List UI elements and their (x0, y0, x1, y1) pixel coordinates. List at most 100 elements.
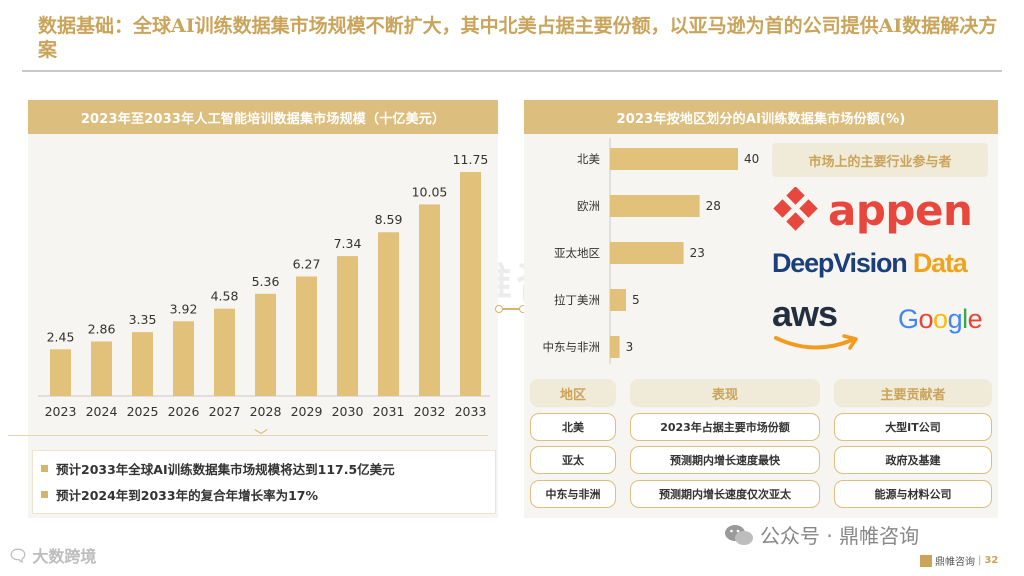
x-tick-label: 2026 (168, 404, 200, 419)
bullet-square-icon (41, 465, 48, 472)
players-label: 市场上的主要行业参与者 (772, 143, 988, 177)
bar (610, 289, 626, 311)
table-cell: 中东与非洲 (530, 480, 616, 508)
market-size-header: 2023年至2033年人工智能培训数据集市场规模（十亿美元） (28, 100, 498, 134)
google-letter: o (918, 304, 934, 334)
title-divider (22, 70, 1002, 72)
regional-share-header: 2023年按地区划分的AI训练数据集市场份额(%) (524, 100, 998, 134)
chat-bubble-icon: 🗨 (8, 545, 29, 565)
table-cell: 能源与材料公司 (834, 480, 992, 508)
bar-value-label: 5 (632, 293, 640, 307)
footer-brand: 鼎帷咨询 | 32 (920, 553, 998, 568)
x-tick-label: 2028 (250, 404, 282, 419)
note-item: 预计2033年全球AI训练数据集市场规模将达到117.5亿美元 (41, 459, 395, 478)
bar (132, 332, 153, 396)
chart-divider: ﹀ (8, 429, 496, 445)
footer-left-brand: 🗨 大数跨境 (8, 543, 96, 567)
appen-mark-icon (773, 187, 818, 231)
bar-value-label: 8.59 (375, 212, 403, 227)
deepvision-wordmark: DeepVision (772, 248, 908, 278)
bar (214, 308, 235, 396)
aws-logo: aws (772, 294, 862, 354)
bar (610, 336, 620, 358)
bar (610, 195, 700, 217)
bar-value-label: 2.86 (88, 321, 116, 336)
x-tick-label: 2027 (209, 404, 241, 419)
wechat-account: 公众号 · 鼎帷咨询 (724, 520, 919, 549)
regional-share-chart: 北美 40 欧洲 28 亚太地区 23 拉丁美洲 5 中东与非洲 3 (543, 138, 759, 364)
table-header-performance: 表现 (630, 379, 820, 407)
bar-value-label: 3.35 (129, 312, 157, 327)
table-cell: 2023年占据主要市场份额 (630, 413, 820, 441)
x-tick-label: 2031 (373, 404, 405, 419)
x-tick-label: 2030 (332, 404, 364, 419)
bar (610, 148, 738, 170)
bar (378, 232, 399, 396)
page-number: 32 (984, 555, 999, 566)
appen-wordmark: appen (828, 186, 973, 235)
bar (610, 242, 684, 264)
panel-connector (495, 305, 527, 313)
table-header-contributors: 主要贡献者 (834, 379, 992, 407)
google-letter: G (898, 304, 919, 334)
notes-box: 预计2033年全球AI训练数据集市场规模将达到117.5亿美元 预计2024年到… (32, 450, 496, 514)
table-cell: 预测期内增长速度最快 (630, 446, 820, 474)
bar-value-label: 3.92 (170, 301, 198, 316)
bar-value-label: 28 (706, 199, 721, 213)
google-letter: l (962, 304, 968, 334)
x-tick-label: 2023 (45, 404, 77, 419)
bar (91, 341, 112, 396)
y-tick-label: 欧洲 (577, 199, 600, 213)
bar (337, 256, 358, 396)
bar-value-label: 23 (690, 246, 705, 260)
bar-value-label: 3 (626, 340, 634, 354)
bar-value-label: 5.36 (252, 274, 280, 289)
page-title: 数据基础：全球AI训练数据集市场规模不断扩大，其中北美占据主要份额，以亚马逊为首… (38, 15, 998, 61)
bar (50, 349, 71, 396)
note-text: 预计2024年到2033年的复合年增长率为17% (56, 488, 319, 503)
table-cell: 大型IT公司 (834, 413, 992, 441)
market-size-panel: 2023年至2033年人工智能培训数据集市场规模（十亿美元） 2.45 2023 2… (28, 100, 498, 518)
table-cell: 预测期内增长速度仅次亚太 (630, 480, 820, 508)
x-tick-label: 2033 (455, 404, 487, 419)
table-cell: 政府及基建 (834, 446, 992, 474)
google-letter: e (967, 304, 983, 334)
bar-value-label: 2.45 (47, 329, 75, 344)
x-tick-label: 2024 (86, 404, 118, 419)
wechat-account-text: 公众号 · 鼎帷咨询 (760, 524, 920, 548)
footer-left-brand-text: 大数跨境 (32, 547, 97, 566)
x-tick-label: 2025 (127, 404, 159, 419)
table-cell: 北美 (530, 413, 616, 441)
google-logo: Google (898, 304, 983, 335)
bar-value-label: 11.75 (453, 152, 489, 167)
bar-value-label: 40 (744, 152, 759, 166)
x-tick-label: 2032 (414, 404, 446, 419)
y-tick-label: 亚太地区 (554, 246, 600, 260)
google-letter: o (933, 304, 948, 334)
wechat-icon (725, 524, 753, 545)
footer-brand-text: 鼎帷咨询 (935, 557, 975, 568)
bar-value-label: 10.05 (412, 184, 448, 199)
appen-logo: appen (772, 186, 973, 236)
deepvision-logo: DeepVision Data (772, 248, 968, 279)
bar (460, 172, 481, 396)
google-letter: g (947, 304, 963, 334)
bullet-square-icon (41, 491, 48, 498)
bar (296, 276, 317, 396)
note-text: 预计2033年全球AI训练数据集市场规模将达到117.5亿美元 (56, 462, 395, 477)
table-cell: 亚太 (530, 446, 616, 474)
y-tick-label: 中东与非洲 (543, 340, 601, 354)
brand-mark-icon (920, 554, 932, 567)
bar (255, 293, 276, 396)
divider-line (8, 435, 488, 436)
bar-value-label: 6.27 (293, 256, 321, 271)
y-tick-label: 北美 (577, 152, 600, 166)
bar-value-label: 7.34 (334, 236, 362, 251)
chevron-down-icon: ﹀ (254, 429, 268, 445)
note-item: 预计2024年到2033年的复合年增长率为17% (41, 485, 318, 504)
deepvision-data-wordmark: Data (906, 248, 968, 278)
y-tick-label: 拉丁美洲 (554, 293, 600, 307)
market-size-chart: 2.45 2023 2.86 2024 3.35 2025 3.92 2026 4.58 2027… (38, 152, 490, 419)
aws-wordmark: aws (772, 293, 838, 334)
aws-smile-icon (774, 334, 858, 350)
